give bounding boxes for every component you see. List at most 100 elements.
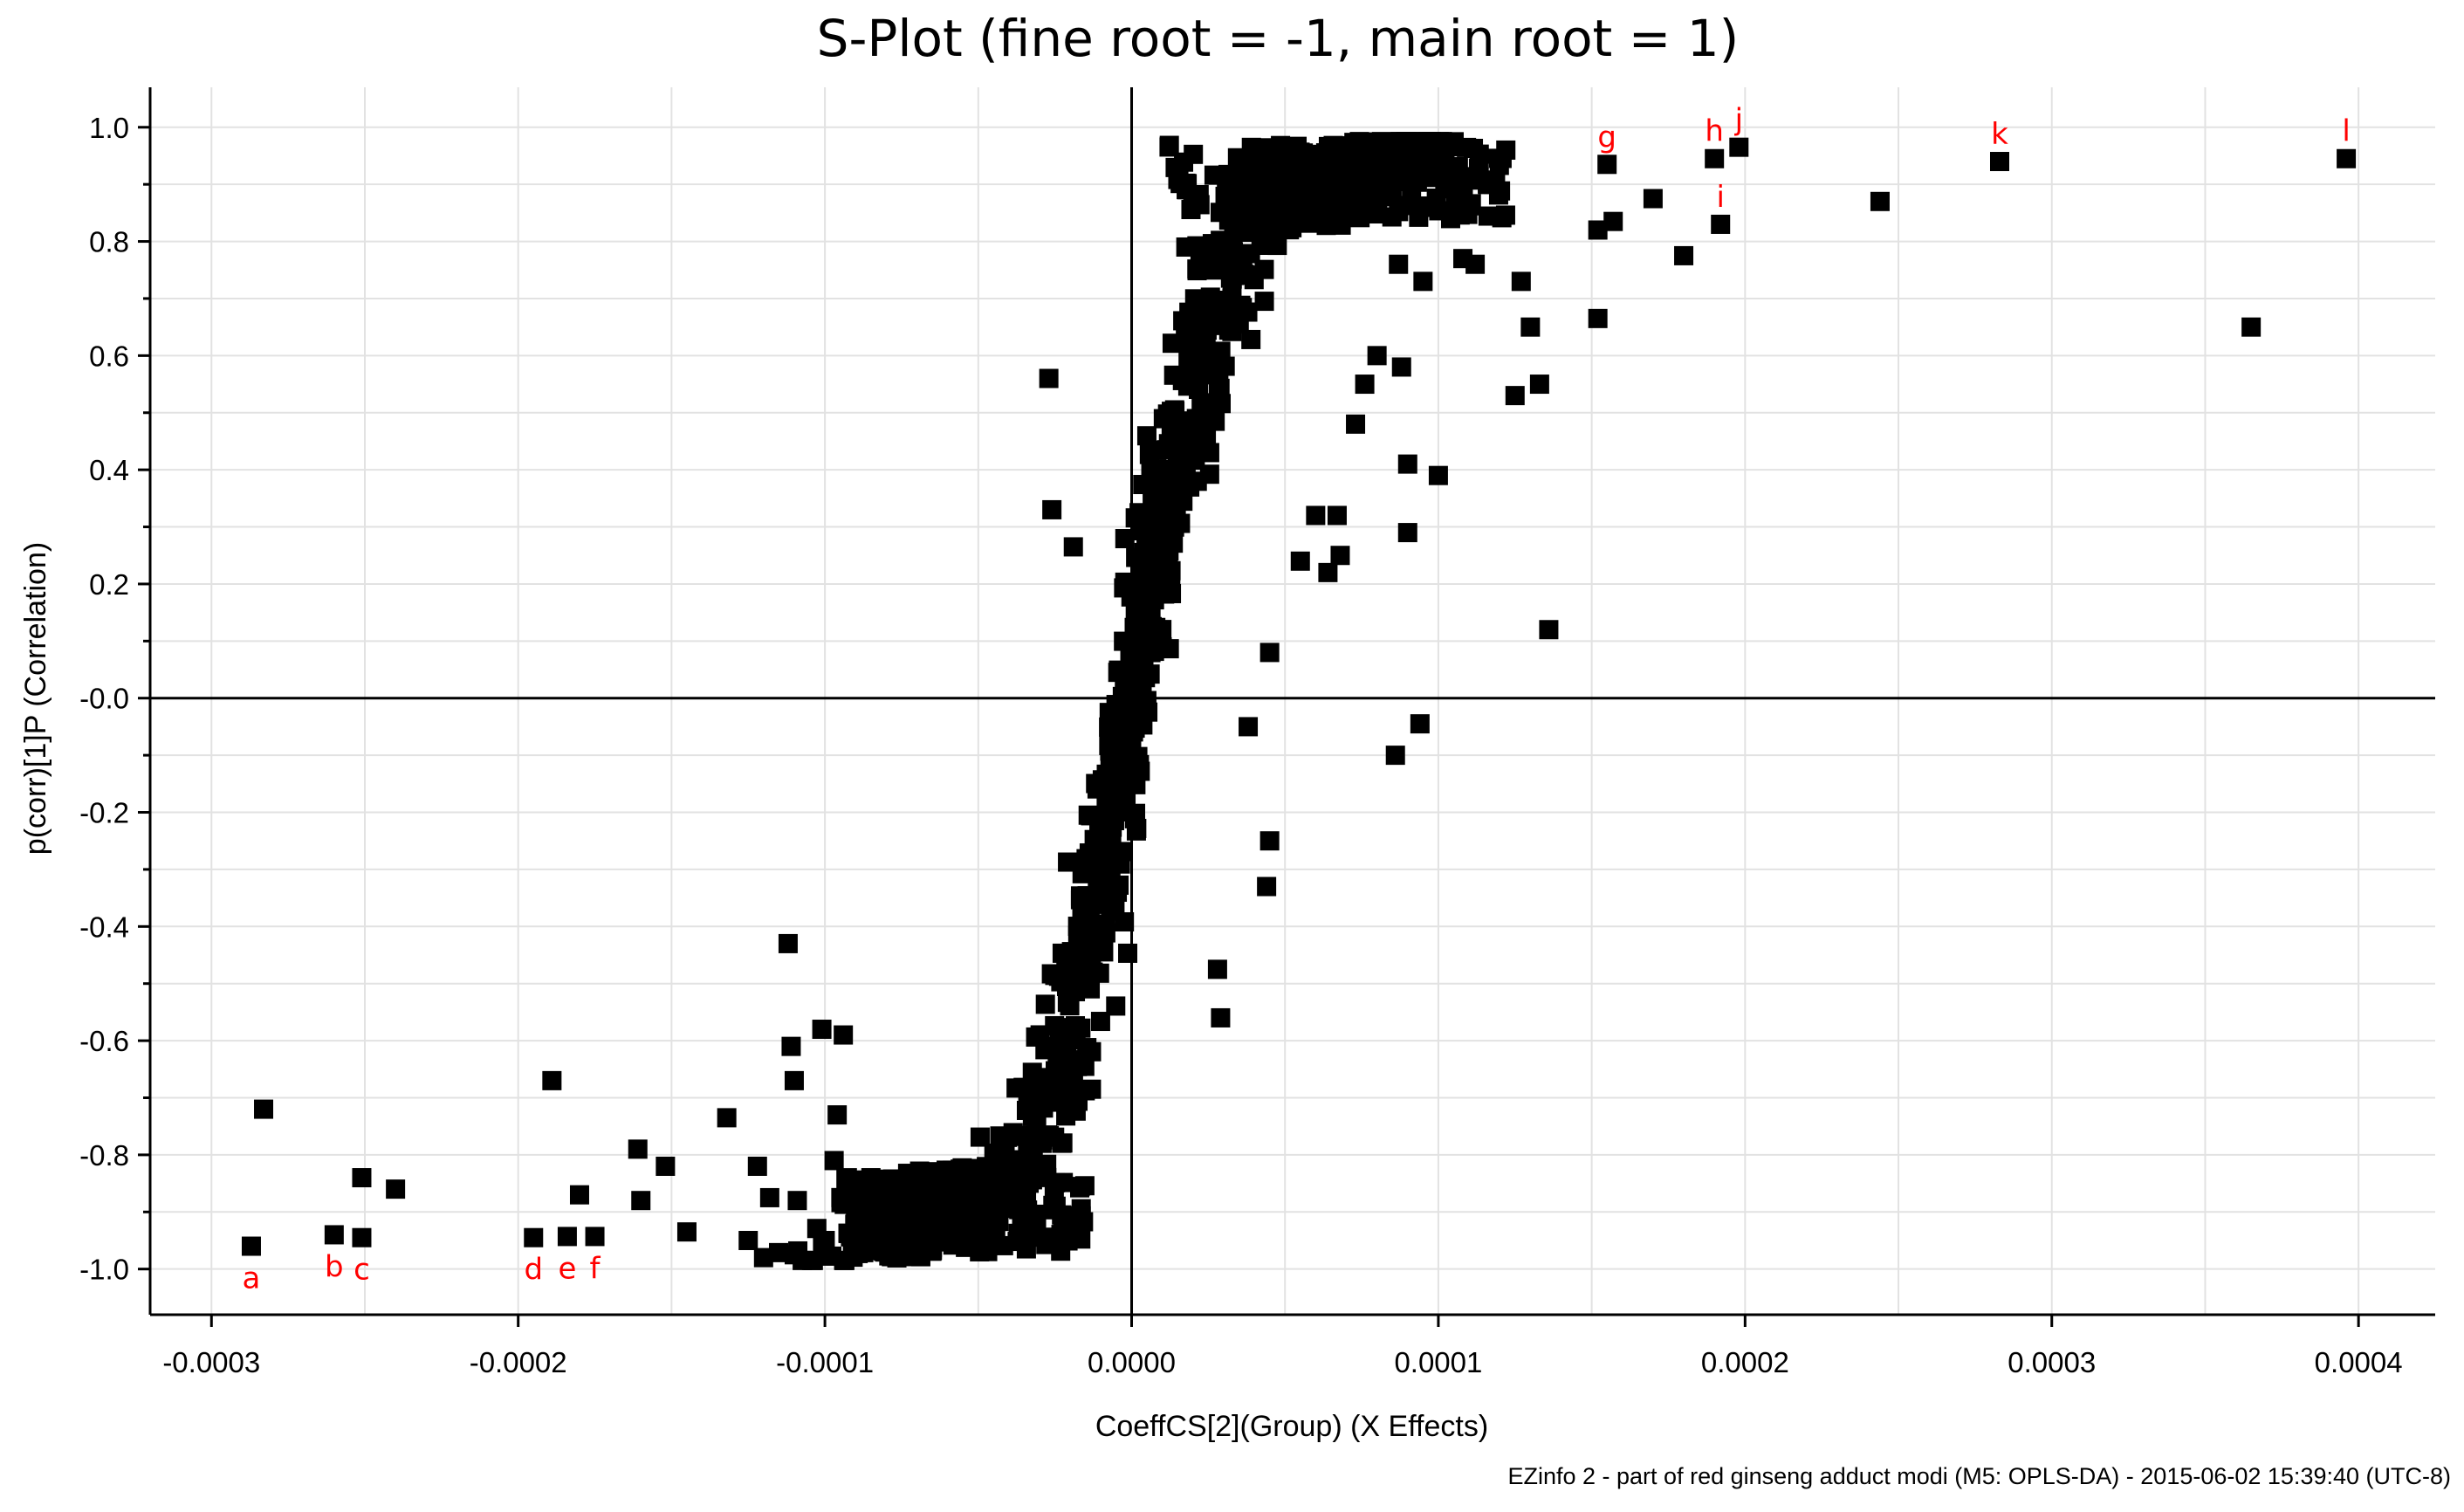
data-point <box>1200 287 1220 307</box>
labeled-data-point <box>1989 152 2009 172</box>
data-point <box>1003 1123 1023 1143</box>
data-point <box>949 1217 969 1237</box>
data-point <box>1380 160 1400 180</box>
data-point <box>1461 194 1481 214</box>
point-annotation-label: a <box>243 1261 261 1296</box>
y-tick-label: -0.2 <box>79 797 129 829</box>
data-point <box>1254 292 1274 312</box>
data-point <box>1505 386 1525 406</box>
data-point <box>1397 523 1417 543</box>
labeled-data-point <box>524 1227 544 1247</box>
data-point <box>1465 254 1486 274</box>
data-point <box>1162 510 1182 530</box>
data-point <box>1209 373 1229 393</box>
data-point <box>1360 155 1380 175</box>
data-point <box>1097 806 1117 826</box>
data-point <box>1434 143 1454 163</box>
data-point <box>1588 308 1608 328</box>
data-point <box>824 1151 844 1171</box>
data-point <box>1398 196 1418 216</box>
data-point <box>784 1245 804 1265</box>
data-point <box>1074 1056 1095 1076</box>
data-point <box>1136 426 1157 446</box>
data-point <box>1029 1084 1049 1104</box>
data-point <box>1185 450 1205 471</box>
data-point <box>1078 903 1098 923</box>
data-point <box>1017 1185 1037 1205</box>
data-point <box>1484 175 1504 195</box>
data-point <box>1075 1081 1095 1101</box>
data-point <box>812 1020 832 1040</box>
data-point <box>1174 428 1194 448</box>
data-point <box>717 1108 737 1128</box>
data-point <box>1039 368 1059 388</box>
data-point <box>1063 537 1083 557</box>
x-axis-label: CoeffCS[2](Group) (X Effects) <box>1095 1410 1488 1443</box>
data-point <box>970 1127 990 1147</box>
data-point <box>1051 1225 1071 1245</box>
data-point <box>1173 476 1193 496</box>
data-point <box>769 1242 789 1262</box>
data-point <box>1355 375 1375 395</box>
labeled-data-point <box>1711 214 1731 234</box>
data-point <box>1115 680 1135 700</box>
data-point <box>1306 505 1326 526</box>
data-point <box>1139 592 1159 612</box>
point-annotation-label: k <box>1991 117 2008 152</box>
y-tick-label: -0.4 <box>79 911 129 943</box>
x-tick-label: 0.0000 <box>1088 1346 1176 1378</box>
data-point <box>1239 717 1259 737</box>
data-point <box>861 1168 881 1188</box>
data-point <box>1267 236 1287 256</box>
data-point <box>1223 184 1243 204</box>
data-point <box>1026 1130 1046 1150</box>
data-point <box>943 1235 963 1255</box>
data-point <box>1142 574 1162 594</box>
data-point <box>655 1156 676 1176</box>
data-point <box>1327 505 1347 526</box>
data-point <box>569 1185 589 1205</box>
data-point <box>992 1169 1012 1189</box>
data-point <box>1126 803 1146 823</box>
data-point <box>1159 459 1179 479</box>
data-point <box>1102 769 1122 789</box>
data-point <box>254 1099 274 1119</box>
data-point <box>1157 440 1177 460</box>
data-point <box>1146 553 1166 573</box>
data-point <box>1406 156 1426 176</box>
data-point <box>1318 562 1338 582</box>
data-point <box>1445 194 1465 214</box>
data-point <box>1115 911 1135 931</box>
data-point <box>781 1036 801 1056</box>
data-point <box>1057 1048 1077 1068</box>
data-point <box>676 1222 697 1242</box>
x-tick-label: 0.0001 <box>1394 1346 1482 1378</box>
axes: -0.0003 -0.0002 -0.0001 0.0000 0.0001 0.0002 0… <box>79 87 2435 1378</box>
data-point <box>1330 546 1350 566</box>
data-point <box>1181 200 1201 220</box>
data-point <box>836 1169 856 1189</box>
data-point <box>753 1247 773 1268</box>
data-point <box>1126 547 1146 567</box>
data-point <box>1331 215 1351 235</box>
data-point <box>1111 737 1131 757</box>
data-point <box>969 1228 989 1248</box>
data-point <box>1106 996 1126 1016</box>
data-point <box>1139 444 1159 464</box>
data-point <box>1413 271 1433 292</box>
data-point <box>1174 152 1194 172</box>
data-point <box>784 1070 804 1090</box>
data-point <box>1464 138 1484 158</box>
labeled-data-point <box>1729 137 1749 157</box>
labeled-data-point <box>557 1227 577 1247</box>
data-point <box>1346 414 1366 434</box>
data-point <box>831 1187 851 1207</box>
data-point <box>1219 297 1239 317</box>
data-point <box>2241 317 2262 337</box>
data-point <box>352 1168 372 1188</box>
data-point <box>759 1187 779 1207</box>
point-annotation-label: f <box>590 1251 601 1286</box>
data-point <box>1159 639 1179 659</box>
data-point <box>1643 189 1663 209</box>
